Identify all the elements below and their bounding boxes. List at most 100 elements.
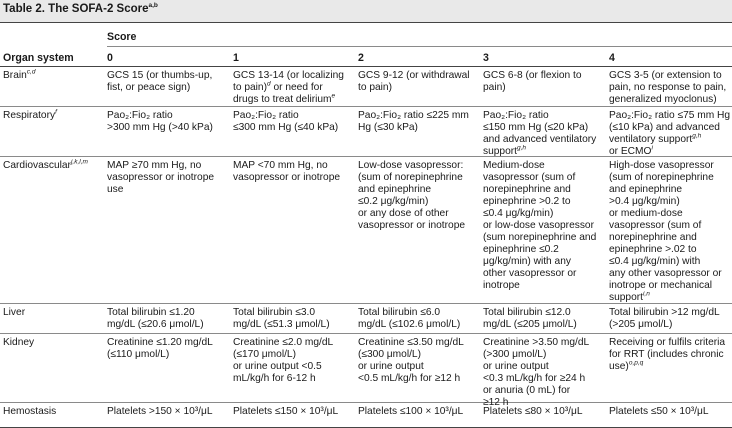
cell-line: (sum of norepinephrine (609, 172, 714, 183)
row-rule-cardiovascular (0, 156, 732, 157)
cell-kidney-score-4: Receiving or fulfils criteria for RRT (in… (609, 337, 725, 373)
cell-line: ventilatory supportg,h (609, 132, 702, 145)
cell-line: to pain) (358, 82, 392, 93)
cell-kidney-score-1: Creatinine ≤2.0 mg/dL (≤170 μmol/L) or uri… (233, 337, 333, 385)
cell-respiratory-score-4: Pao₂:Fio₂ ratio ≤75 mm Hg (≤10 kPa) and a… (609, 110, 730, 158)
cell-line: Platelets >150 × 10³/μL (107, 406, 213, 417)
cell-line: GCS 3-5 (or extension to (609, 70, 722, 81)
cell-cardiovascular-score-4: High-dose vasopressor (sum of norepinephr… (609, 160, 722, 304)
cell-line: Hg (≤30 kPa) (358, 122, 418, 133)
footnote-marker: i,n (642, 290, 650, 298)
cell-hemostasis-score-0: Platelets >150 × 10³/μL (107, 406, 213, 418)
cell-hemostasis-score-3: Platelets ≤80 × 10³/μL (483, 406, 583, 418)
cell-line: Pao₂:Fio₂ ratio (107, 110, 173, 121)
cell-line: Pao₂:Fio₂ ratio (233, 110, 299, 121)
score-0-header: 0 (107, 52, 113, 64)
cell-line: Platelets ≤100 × 10³/μL (358, 406, 464, 417)
score-2-header: 2 (358, 52, 364, 64)
cell-line: Total bilirubin >12 mg/dL (609, 307, 720, 318)
cell-line: use (107, 184, 124, 195)
cell-line: (>300 μmol/L) (483, 349, 547, 360)
cell-line: vasopressor (sum of (483, 172, 576, 183)
cell-respiratory-score-3: Pao₂:Fio₂ ratio ≤150 mm Hg (≤20 kPa) and a… (483, 110, 596, 158)
cell-line: mg/dL (≤205 μmol/L) (483, 319, 577, 330)
cell-brain-score-1: GCS 13-14 (or localizing to pain)d or nee… (233, 70, 344, 106)
cell-brain-score-2: GCS 9-12 (or withdrawal to pain) (358, 70, 470, 94)
cell-liver-score-2: Total bilirubin ≤6.0 mg/dL (≤102.6 μmol/L… (358, 307, 460, 331)
cell-line: fist, or peace sign) (107, 82, 191, 93)
cell-line: (≤10 kPa) and advanced (609, 122, 720, 133)
cell-line: or anuria (0 mL) for (483, 385, 571, 396)
cell-line: vasopressor or inotrope (107, 172, 215, 183)
cell-line: (sum of norepinephrine (358, 172, 463, 183)
cell-line: <0.5 mL/kg/h for ≥12 h (358, 373, 461, 384)
footnote-marker: e (331, 92, 336, 100)
cell-line: ≤300 mm Hg (≤40 kPa) (233, 122, 339, 133)
cell-line: supporti,n (609, 290, 650, 303)
cell-line: (sum norepinephrine and (483, 232, 597, 243)
cell-line: μg/kg/min) with any (483, 256, 571, 267)
cell-line: vasopressor or inotrope (233, 172, 341, 183)
cell-line: vasopressor or inotrope (358, 220, 466, 231)
cell-line: (≤170 μmol/L) (233, 349, 296, 360)
cell-hemostasis-score-2: Platelets ≤100 × 10³/μL (358, 406, 463, 418)
cell-line: other vasopressor or (483, 268, 577, 279)
footnote-marker: c,d (26, 68, 36, 76)
cell-line: and epinephrine (358, 184, 432, 195)
row-rule-hemostasis (0, 402, 732, 403)
cell-line: or urine output (483, 361, 549, 372)
row-rule-liver (0, 303, 732, 304)
cell-line: norepinephrine and (483, 184, 571, 195)
cell-line: generalized myoclonus) (609, 94, 717, 105)
cell-line: or ECMOi (609, 144, 653, 157)
cell-liver-score-1: Total bilirubin ≤3.0 mg/dL (≤51.3 μmol/L) (233, 307, 330, 331)
cell-liver-score-3: Total bilirubin ≤12.0 mg/dL (≤205 μmol/L) (483, 307, 577, 331)
footnote-marker: d (266, 80, 271, 88)
cell-line: use)o,p,q (609, 359, 644, 372)
cell-line: Creatinine ≤2.0 mg/dL (233, 337, 334, 348)
cell-line: (≤110 μmol/L) (107, 349, 170, 360)
cell-line: norepinephrine and (609, 232, 697, 243)
cell-liver-score-0: Total bilirubin ≤1.20 mg/dL (≤20.6 μmol/L… (107, 307, 204, 331)
cell-line: epinephrine >.02 to (609, 244, 697, 255)
cell-line: Creatinine >3.50 mg/dL (483, 337, 590, 348)
cell-line: >300 mm Hg (>40 kPa) (107, 122, 213, 133)
organ-label-brain: Brainc,d (3, 68, 36, 81)
cell-line: Pao₂:Fio₂ ratio ≤225 mm (358, 110, 469, 121)
cell-line: epinephrine ≤0.2 (483, 244, 559, 255)
score-group-header: Score (107, 31, 137, 43)
score-1-header: 1 (233, 52, 239, 64)
cell-brain-score-3: GCS 6-8 (or flexion to pain) (483, 70, 582, 94)
footnote-marker: j,k,l,m (70, 158, 88, 166)
cell-line: High-dose vasopressor (609, 160, 714, 171)
cell-line: Total bilirubin ≤1.20 (107, 307, 195, 318)
table-title-footnote: a,b (148, 2, 158, 10)
cell-line: Pao₂:Fio₂ ratio (483, 110, 549, 121)
cell-line: Creatinine ≤1.20 mg/dL (107, 337, 213, 348)
cell-line: GCS 6-8 (or flexion to (483, 70, 582, 81)
cell-cardiovascular-score-1: MAP <70 mm Hg, no vasopressor or inotrope (233, 160, 340, 184)
cell-line: drugs to treat deliriume (233, 92, 336, 105)
cell-line: >0.4 μg/kg/min) (609, 196, 680, 207)
header-bottom-rule (0, 66, 732, 67)
cell-kidney-score-2: Creatinine ≤3.50 mg/dL (≤300 μmol/L) or ur… (358, 337, 464, 385)
cell-line: inotrope (483, 280, 520, 291)
cell-line: any other vasopressor or (609, 268, 722, 279)
organ-label-respiratory: Respiratoryf (3, 108, 57, 121)
cell-line: mg/dL (≤51.3 μmol/L) (233, 319, 330, 330)
cell-respiratory-score-2: Pao₂:Fio₂ ratio ≤225 mm Hg (≤30 kPa) (358, 110, 469, 134)
footnote-marker: g,h (516, 144, 527, 152)
cell-line: ≥12 h (483, 397, 509, 408)
cell-brain-score-0: GCS 15 (or thumbs-up, fist, or peace sign… (107, 70, 212, 94)
cell-hemostasis-score-1: Platelets ≤150 × 10³/μL (233, 406, 338, 418)
score-group-rule (107, 46, 732, 47)
cell-line: vasopressor (sum of (609, 220, 702, 231)
cell-line: ≤0.2 μg/kg/min) (358, 196, 429, 207)
footnote-marker: g,h (692, 132, 702, 140)
organ-label-liver: Liver (3, 307, 26, 318)
cell-line: Platelets ≤50 × 10³/μL (609, 406, 709, 417)
footnote-marker: f (55, 108, 57, 116)
table-title: Table 2. The SOFA-2 Scorea,b (3, 2, 158, 15)
organ-label-cardiovascular: Cardiovascularj,k,l,m (3, 158, 88, 171)
